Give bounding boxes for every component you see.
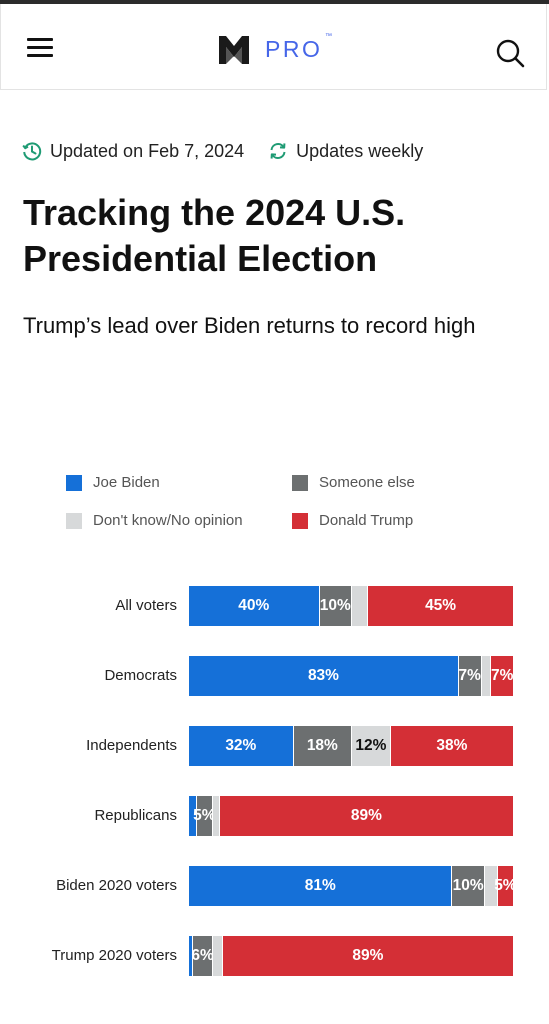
bar-segment-joe-biden: 83% — [189, 656, 458, 696]
history-clock-icon — [22, 142, 42, 161]
row-label-biden-2020-voters: Biden 2020 voters — [56, 877, 177, 894]
legend-label: Joe Biden — [93, 474, 160, 491]
hamburger-menu-icon[interactable] — [27, 38, 55, 60]
data-label: 10% — [452, 877, 484, 894]
bar-row-trump-2020-voters: 6% 89% — [189, 936, 513, 976]
brand-pro-text: PRO — [265, 36, 323, 62]
data-label: 5% — [193, 807, 216, 824]
bar-segment-someone-else: 10% — [451, 866, 484, 906]
bar-segment-don-t-know-no-opinion — [211, 936, 222, 976]
bar-segment-donald-trump: 89% — [218, 796, 513, 836]
legend-item-donald-trump: Donald Trump — [292, 512, 413, 529]
data-label: 81% — [304, 877, 336, 894]
data-label: 18% — [306, 737, 338, 754]
row-label-all-voters: All voters — [115, 597, 177, 614]
data-label: 89% — [352, 947, 384, 964]
updated-date-text: Updated on Feb 7, 2024 — [50, 140, 245, 161]
bar-segment-joe-biden: 81% — [189, 866, 452, 906]
update-info-row: Updated on Feb 7, 2024 Updates weekly — [22, 139, 423, 163]
data-label: 6% — [191, 947, 214, 964]
stacked-bar-chart: All voters 40% 10% 45% Democrats 83% 7% 7% Indep… — [0, 580, 549, 1000]
page-title: Tracking the 2024 U.S. Presidential Elec… — [23, 192, 406, 279]
data-label: 89% — [350, 807, 382, 824]
bar-segment-don-t-know-no-opinion — [483, 866, 497, 906]
legend-swatch — [66, 474, 82, 491]
bar-segment-someone-else: 7% — [457, 656, 481, 696]
bar-segment-donald-trump: 7% — [490, 656, 513, 696]
legend-label: Someone else — [319, 474, 415, 491]
legend-item-dont-know: Don't know/No opinion — [66, 512, 243, 529]
row-label-independents: Independents — [86, 737, 177, 754]
bar-segment-joe-biden: 32% — [189, 726, 293, 766]
updated-date: Updated on Feb 7, 2024 — [22, 141, 244, 162]
bar-segment-someone-else: 10% — [318, 586, 351, 626]
legend-label: Don't know/No opinion — [93, 512, 243, 529]
data-label: 32% — [225, 737, 257, 754]
data-label: 10% — [319, 597, 351, 614]
page-subtitle: Trump’s lead over Biden returns to recor… — [23, 313, 476, 338]
bar-row-independents: 32% 18% 12% 38% — [189, 726, 513, 766]
chart-legend: Joe Biden Someone else Don't know/No opi… — [66, 474, 496, 534]
row-label-republicans: Republicans — [94, 807, 177, 824]
bar-segment-someone-else: 6% — [191, 936, 214, 976]
bar-row-republicans: 5% 89% — [189, 796, 513, 836]
data-label: 83% — [307, 667, 339, 684]
bar-row-democrats: 83% 7% 7% — [189, 656, 513, 696]
data-label: 7% — [458, 667, 481, 684]
data-label: 40% — [238, 597, 270, 614]
data-label: 38% — [436, 737, 468, 754]
data-label: 12% — [355, 737, 387, 754]
legend-label: Donald Trump — [319, 512, 414, 529]
update-frequency: Updates weekly — [268, 141, 423, 162]
app-header: PRO ™ — [0, 4, 547, 90]
bar-segment-don-t-know-no-opinion — [351, 586, 368, 626]
row-label-trump-2020-voters: Trump 2020 voters — [51, 947, 177, 964]
legend-swatch — [66, 512, 82, 529]
bar-segment-joe-biden — [189, 936, 193, 976]
bar-segment-joe-biden: 40% — [189, 586, 319, 626]
bar-row-biden-2020-voters: 81% 10% 5% — [189, 866, 517, 906]
top-edge-bar — [0, 0, 549, 4]
bar-segment-donald-trump: 38% — [389, 726, 513, 766]
bar-segment-joe-biden — [189, 796, 196, 836]
bar-segment-someone-else: 18% — [292, 726, 351, 766]
bar-segment-don-t-know-no-opinion — [480, 656, 491, 696]
data-label: 5% — [494, 877, 517, 894]
legend-swatch — [292, 474, 308, 491]
brand-tm-mark: ™ — [325, 33, 332, 40]
bar-segment-don-t-know-no-opinion: 12% — [351, 726, 390, 766]
bar-segment-donald-trump: 5% — [494, 866, 517, 906]
row-label-democrats: Democrats — [104, 667, 177, 684]
legend-item-joe-biden: Joe Biden — [66, 474, 160, 491]
bar-segment-donald-trump: 89% — [221, 936, 513, 976]
bar-row-all-voters: 40% 10% 45% — [189, 586, 513, 626]
refresh-icon — [270, 143, 286, 159]
bar-segment-someone-else: 5% — [193, 796, 216, 836]
update-frequency-text: Updates weekly — [296, 140, 424, 161]
bar-segment-don-t-know-no-opinion — [212, 796, 219, 836]
brand-logo-icon[interactable] — [219, 32, 249, 68]
legend-item-someone-else: Someone else — [292, 474, 415, 491]
data-label: 7% — [490, 667, 514, 684]
data-label: 45% — [425, 597, 457, 614]
search-icon[interactable] — [495, 38, 525, 68]
bar-segment-donald-trump: 45% — [367, 586, 513, 626]
legend-swatch — [292, 512, 308, 529]
